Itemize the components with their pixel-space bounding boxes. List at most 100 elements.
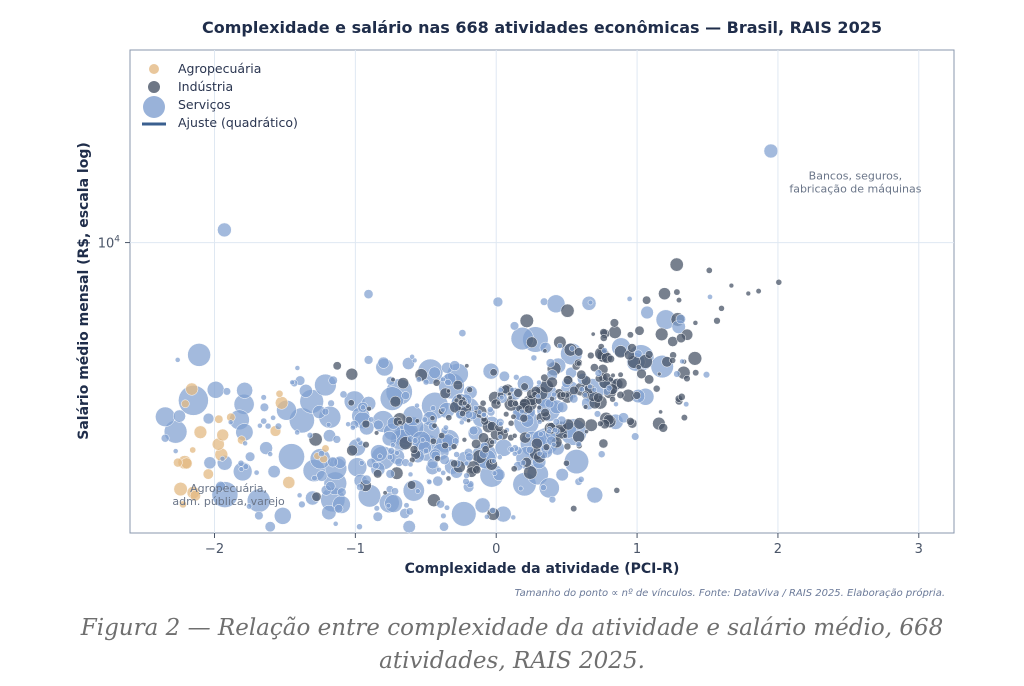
point-servicos [440,512,447,519]
point-servicos [440,470,447,476]
point-servicos [439,521,449,532]
point-servicos [222,387,231,396]
point-industria [524,404,534,414]
point-servicos [412,437,419,444]
point-servicos [294,365,301,371]
point-servicos [257,422,263,429]
point-industria [431,422,438,429]
point-industria [560,303,575,318]
point-industria [512,400,519,407]
point-industria [407,480,417,490]
point-industria [610,372,616,378]
point-servicos [631,432,640,441]
point-servicos [510,514,517,521]
point-industria [374,430,380,436]
point-servicos [415,376,422,383]
point-industria [445,414,453,421]
point-servicos [551,391,557,398]
point-servicos [464,452,474,462]
point-industria [598,438,609,449]
point-industria [593,392,604,403]
point-servicos [260,417,268,425]
point-industria [657,371,662,377]
point-servicos [254,511,264,521]
point-servicos [458,329,467,337]
point-servicos [463,460,470,467]
point-servicos [469,425,479,436]
point-industria [507,419,515,427]
point-servicos [545,358,556,368]
point-servicos [555,468,569,482]
point-industria [652,384,661,393]
point-servicos [679,358,685,365]
point-servicos [444,504,450,511]
point-industria [570,505,578,513]
point-industria [745,290,751,297]
point-industria [635,364,642,371]
point-servicos [316,470,328,482]
point-servicos [575,440,582,448]
point-industria [606,354,615,363]
point-servicos [407,461,414,468]
point-servicos [552,418,561,426]
point-servicos [402,405,424,427]
point-servicos [332,435,341,444]
point-industria [728,282,735,289]
point-industria [645,350,654,359]
point-industria [472,465,482,475]
point-servicos [497,387,504,393]
point-servicos [206,381,225,399]
point-industria [713,317,721,325]
point-servicos [444,378,452,386]
point-industria [626,331,634,339]
point-industria [510,465,518,473]
point-servicos [525,432,531,439]
point-industria [429,415,436,422]
point-servicos [577,476,585,483]
point-industria [445,475,452,482]
point-servicos [436,466,442,473]
legend-swatch-0 [149,64,159,74]
point-servicos [270,414,276,421]
point-servicos [334,504,344,514]
x-tick-label: −1 [346,542,365,557]
point-industria [590,363,599,372]
legend-label: Ajuste (quadrático) [178,115,298,130]
point-servicos [267,451,273,457]
point-industria [609,395,616,403]
point-agropecuaria [173,482,188,497]
point-industria [389,395,402,408]
point-servicos [536,450,543,457]
point-servicos [492,296,504,308]
point-industria [655,327,669,341]
point-industria [705,267,713,274]
point-servicos [453,451,460,458]
point-industria [677,393,686,401]
point-servicos [536,379,542,386]
point-industria [599,334,608,342]
point-servicos [519,459,527,466]
point-servicos [289,379,295,386]
point-servicos [373,505,380,512]
point-servicos [519,408,525,415]
point-industria [346,444,358,457]
point-industria [692,320,699,326]
point-servicos [372,461,380,470]
point-industria [676,297,682,304]
point-servicos [298,500,306,509]
point-servicos [355,436,362,443]
point-servicos [673,370,681,378]
point-servicos [513,374,520,381]
point-servicos [484,514,490,520]
point-servicos [377,356,390,369]
caption-line-2: atividades, RAIS 2025. [379,648,645,674]
point-servicos [509,321,520,331]
point-servicos [569,394,579,404]
point-servicos [327,456,339,468]
point-servicos [432,475,444,487]
point-servicos [415,488,421,494]
point-industria [382,490,388,496]
point-industria [461,437,468,443]
point-industria [507,391,512,397]
